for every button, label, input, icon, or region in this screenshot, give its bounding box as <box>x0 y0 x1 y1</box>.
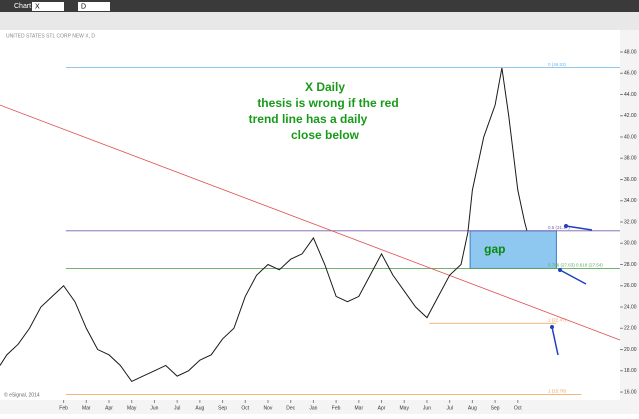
y-tick-label: 48.00 <box>624 49 637 55</box>
y-tick-label: 30.00 <box>624 241 637 247</box>
gap-box <box>469 230 557 269</box>
x-tick-label: Oct <box>514 405 522 411</box>
trend-line <box>0 104 621 341</box>
x-axis-panel <box>0 400 639 414</box>
title-bar <box>0 0 639 12</box>
y-tick-label: 42.00 <box>624 113 637 119</box>
symbol: X <box>35 3 40 10</box>
y-tick-label: 22.00 <box>624 326 637 332</box>
y-axis-panel <box>620 30 639 400</box>
gap-label: gap <box>484 242 505 256</box>
window-title: Chart <box>14 3 31 10</box>
arrow <box>565 225 593 231</box>
x-tick-label: Aug <box>468 405 477 411</box>
x-tick-label: Sep <box>491 405 500 411</box>
y-tick-label: 20.00 <box>624 347 637 353</box>
arrow <box>559 269 587 285</box>
x-tick-label: Jul <box>174 405 180 411</box>
toolbar <box>0 12 639 30</box>
y-tick-label: 32.00 <box>624 219 637 225</box>
x-tick-label: Jul <box>446 405 452 411</box>
footer: © eSignal, 2014 <box>4 391 40 398</box>
y-tick-label: 44.00 <box>624 92 637 98</box>
y-tick-label: 26.00 <box>624 283 637 289</box>
annotation: trend line has a daily <box>249 112 368 126</box>
x-tick-label: Jun <box>150 405 158 411</box>
x-tick-label: Mar <box>355 405 364 411</box>
interval: D <box>81 3 86 10</box>
x-tick-label: Oct <box>241 405 249 411</box>
x-tick-label: Feb <box>332 405 341 411</box>
y-tick-label: 16.00 <box>624 389 637 395</box>
y-tick-label: 38.00 <box>624 156 637 162</box>
arrow <box>551 326 559 356</box>
y-tick-label: 28.00 <box>624 262 637 268</box>
interval-input[interactable] <box>78 2 110 11</box>
x-tick-label: Apr <box>378 405 386 411</box>
x-tick-label: May <box>127 405 137 411</box>
y-tick-label: 40.00 <box>624 134 637 140</box>
x-tick-label: Nov <box>264 405 273 411</box>
y-tick-label: 18.00 <box>624 368 637 374</box>
y-tick-label: 24.00 <box>624 304 637 310</box>
fib-label: 0.786 (27.63) 0.618 (27.54) <box>548 263 603 268</box>
chart-title: UNITED STATES STL CORP NEW X, D <box>6 33 95 39</box>
x-tick-label: Sep <box>218 405 227 411</box>
x-tick-label: Jan <box>309 405 317 411</box>
symbol-input[interactable] <box>32 2 64 11</box>
x-tick-label: Mar <box>82 405 91 411</box>
arrow-head <box>558 268 562 272</box>
y-tick-label: 36.00 <box>624 177 637 183</box>
arrow-head <box>564 224 568 228</box>
fib-label: 1 (15.78) <box>548 389 567 394</box>
x-tick-label: Dec <box>286 405 295 411</box>
annotation: thesis is wrong if the red <box>257 96 398 110</box>
annotation: close below <box>291 128 360 142</box>
x-tick-label: Jun <box>423 405 431 411</box>
y-tick-label: 34.00 <box>624 198 637 204</box>
fib-label: 0.5 (31.17) <box>548 225 570 230</box>
x-tick-label: Apr <box>105 405 113 411</box>
x-tick-label: Feb <box>59 405 68 411</box>
fib-label: 0 (46.53) <box>548 62 567 67</box>
fib-label: 1 (22.47) <box>548 317 567 322</box>
price-line <box>0 67 528 383</box>
y-tick-label: 46.00 <box>624 71 637 77</box>
x-tick-label: Aug <box>195 405 204 411</box>
arrow-head <box>550 325 554 329</box>
annotation: X Daily <box>305 80 345 94</box>
x-tick-label: May <box>400 405 410 411</box>
